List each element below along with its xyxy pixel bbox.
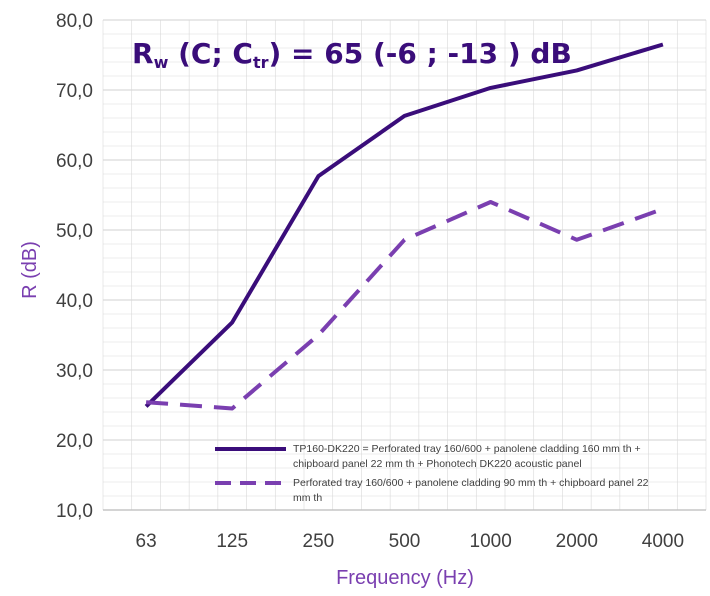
y-tick-label: 20,0 xyxy=(56,431,93,452)
series-line-2 xyxy=(145,200,664,411)
legend-label-1-line1: TP160-DK220 = Perforated tray 160/600 + … xyxy=(293,443,641,455)
series-line-1 xyxy=(144,42,664,408)
gridlines xyxy=(102,19,707,511)
x-axis-title: Frequency (Hz) xyxy=(336,567,474,589)
x-tick-label: 2000 xyxy=(556,531,598,552)
rating-tr-subscript: tr xyxy=(253,53,269,72)
y-axis-ticks: 10,0 20,0 30,0 40,0 50,0 60,0 70,0 80,0 xyxy=(56,11,93,522)
rating-part2: ) = 65 (-6 ; -13 ) dB xyxy=(268,37,571,70)
y-tick-label: 70,0 xyxy=(56,81,93,102)
x-tick-label: 250 xyxy=(303,531,335,552)
rating-r: R xyxy=(132,37,154,70)
y-tick-label: 60,0 xyxy=(56,151,93,172)
rating-w-subscript: w xyxy=(154,53,169,72)
x-axis-ticks: 63 125 250 500 1000 2000 4000 xyxy=(136,531,685,552)
y-tick-label: 10,0 xyxy=(56,501,93,522)
legend: TP160-DK220 = Perforated tray 160/600 + … xyxy=(215,443,649,504)
y-axis-title: R (dB) xyxy=(19,241,41,299)
y-tick-label: 50,0 xyxy=(56,221,93,242)
x-tick-label: 1000 xyxy=(470,531,512,552)
rating-annotation: Rw (C; Ctr) = 65 (-6 ; -13 ) dB xyxy=(132,37,572,72)
y-tick-label: 30,0 xyxy=(56,361,93,382)
legend-label-1-line2: chipboard panel 22 mm th + Phonotech DK2… xyxy=(293,458,582,470)
y-tick-label: 80,0 xyxy=(56,11,93,32)
x-tick-label: 500 xyxy=(389,531,421,552)
y-tick-label: 40,0 xyxy=(56,291,93,312)
legend-label-2-line1: Perforated tray 160/600 + panolene cladd… xyxy=(293,477,649,489)
x-tick-label: 63 xyxy=(136,531,157,552)
x-tick-label: 125 xyxy=(216,531,248,552)
legend-label-2-line2: mm th xyxy=(293,492,322,504)
x-tick-label: 4000 xyxy=(642,531,684,552)
rating-part1: (C; C xyxy=(168,37,253,70)
series-lines xyxy=(144,42,664,411)
